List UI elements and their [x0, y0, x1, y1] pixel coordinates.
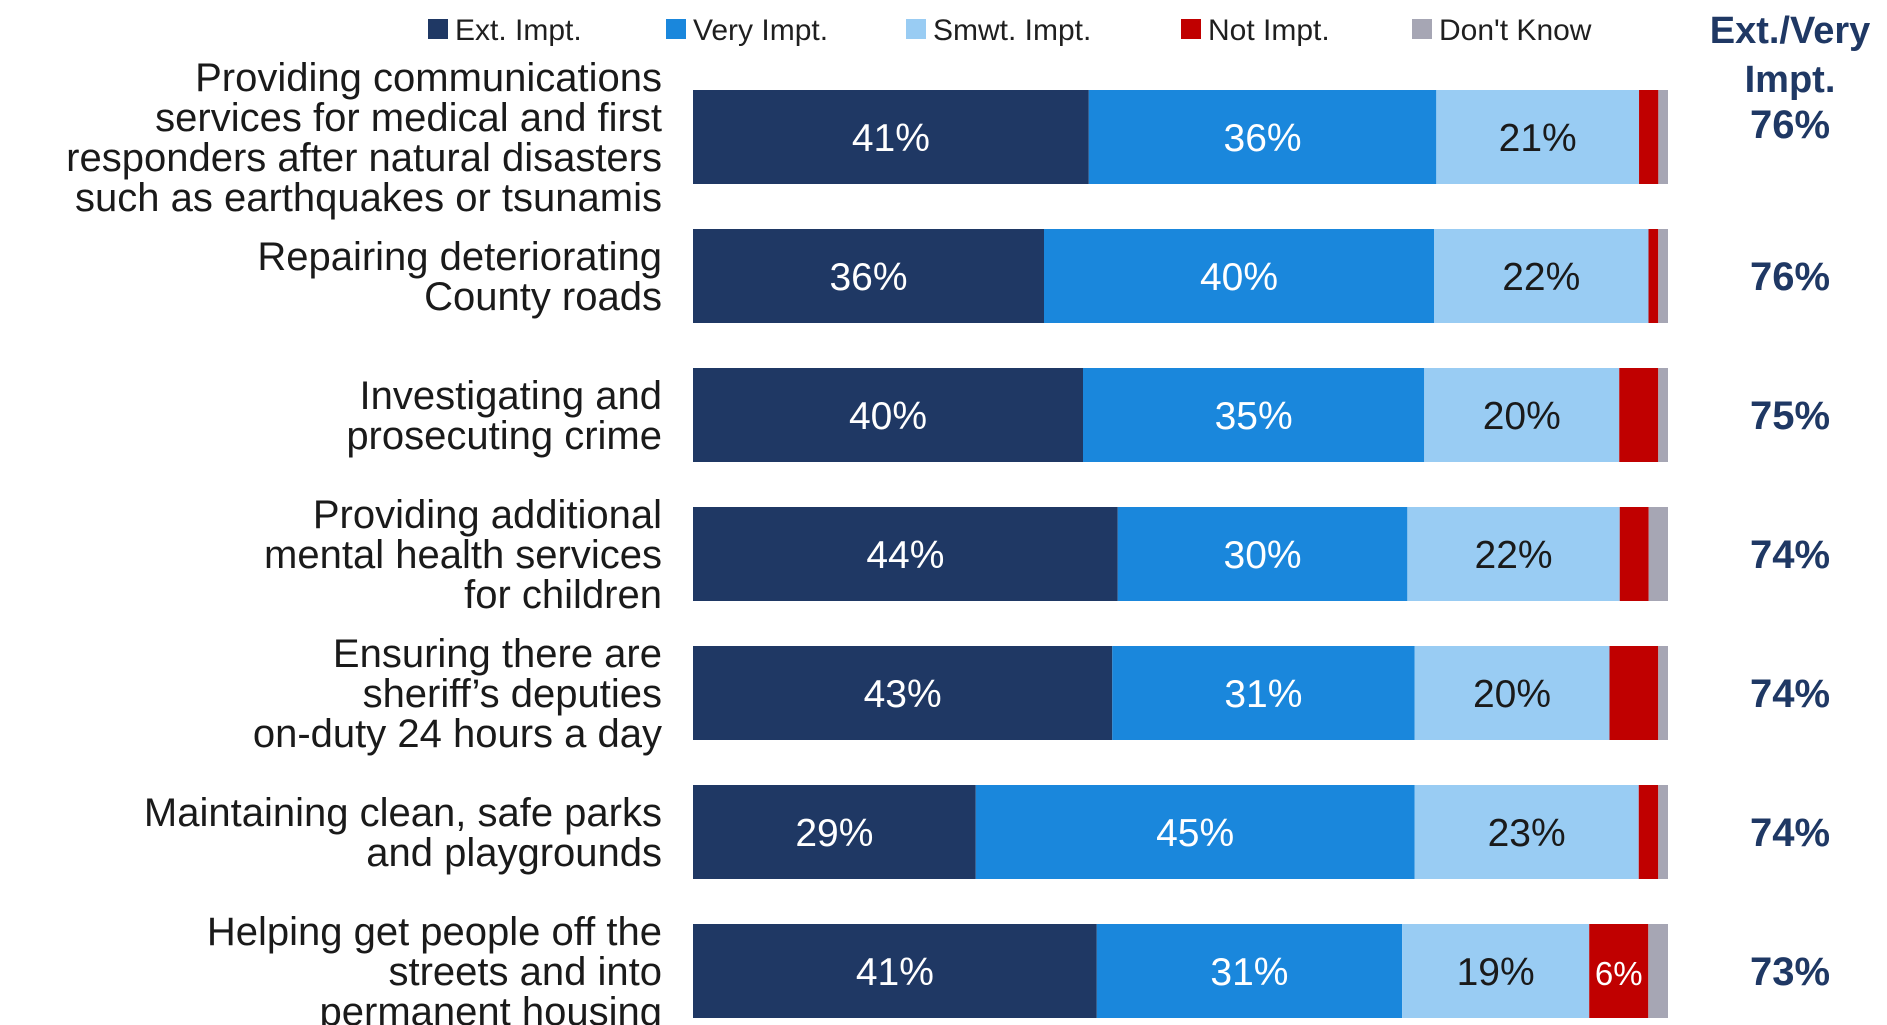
summary-value: 76%: [1750, 255, 1830, 299]
bar-segment: [1083, 368, 1425, 462]
data-label: 6%: [1595, 955, 1643, 992]
bar-segment: [693, 924, 1097, 1018]
data-label: 36%: [829, 256, 907, 299]
bar-segment: [1414, 785, 1639, 879]
data-label: 45%: [1156, 812, 1234, 855]
bar-segment: [1658, 646, 1668, 740]
data-label: 31%: [1224, 673, 1302, 716]
bar-segment: [693, 646, 1113, 740]
data-label: 20%: [1483, 395, 1561, 438]
data-label: 40%: [849, 395, 927, 438]
summary-value: 75%: [1750, 394, 1830, 438]
bar-segment: [1648, 507, 1668, 601]
bar-segment: [1639, 90, 1659, 184]
bar-segment: [1117, 507, 1408, 601]
data-label: 36%: [1224, 117, 1302, 160]
bar-segment: [1402, 924, 1590, 1018]
summary-value: 74%: [1750, 672, 1830, 716]
bar-segment: [693, 368, 1083, 462]
bar-segment: [1407, 507, 1620, 601]
bar-segment: [1088, 90, 1437, 184]
bar-segment: [1658, 785, 1668, 879]
data-label: 19%: [1457, 951, 1535, 994]
summary-value: 73%: [1750, 950, 1830, 994]
legend-swatch: [666, 19, 686, 39]
data-label: 31%: [1210, 951, 1288, 994]
data-label: 20%: [1473, 673, 1551, 716]
data-label: 43%: [864, 673, 942, 716]
summary-header: Ext./Very Impt.: [1710, 10, 1871, 101]
category-label: Ensuring there are sheriff’s deputies on-d…: [253, 632, 662, 756]
bar-segment: [1619, 368, 1659, 462]
legend: Ext. Impt. Very Impt. Smwt. Impt. Not Impt.…: [428, 14, 1592, 47]
bar-segment: [1648, 924, 1668, 1018]
data-label: 23%: [1488, 812, 1566, 855]
category-labels: Providing communications services for med…: [66, 56, 662, 1025]
bar-segment: [693, 90, 1089, 184]
legend-swatch: [1181, 19, 1201, 39]
bar-segment: [1589, 924, 1649, 1018]
category-label: Providing communications services for med…: [66, 56, 662, 220]
bar-segment: [975, 785, 1415, 879]
data-label: 35%: [1215, 395, 1293, 438]
bar-segment: [1658, 368, 1668, 462]
legend-label: Smwt. Impt.: [933, 14, 1091, 47]
bar-segment: [1096, 924, 1403, 1018]
category-label: Providing additional mental health servic…: [264, 493, 662, 617]
category-label: Investigating and prosecuting crime: [346, 374, 662, 458]
data-label: 22%: [1475, 534, 1553, 577]
bar-segment: [1619, 507, 1649, 601]
bar-segment: [1436, 90, 1640, 184]
bar-segment: [1658, 229, 1668, 323]
data-label: 44%: [866, 534, 944, 577]
bar-segment: [1609, 646, 1659, 740]
bar-segment: [693, 785, 976, 879]
legend-swatch: [428, 19, 448, 39]
summary-column: Ext./Very Impt.76%76%75%74%74%74%73%: [1710, 10, 1871, 994]
bar-segment: [1434, 229, 1649, 323]
category-label: Helping get people off the streets and in…: [207, 910, 662, 1025]
bar-segment: [1424, 368, 1620, 462]
data-label: 21%: [1499, 117, 1577, 160]
bar-segment: [1414, 646, 1610, 740]
legend-swatch: [1412, 19, 1432, 39]
bar-segment: [1648, 229, 1659, 323]
bar-segment: [693, 229, 1044, 323]
bar-segment: [1638, 785, 1659, 879]
data-label: 41%: [852, 117, 930, 160]
summary-value: 74%: [1750, 811, 1830, 855]
legend-label: Very Impt.: [693, 14, 828, 47]
category-label: Maintaining clean, safe parks and playgro…: [144, 791, 662, 875]
legend-label: Don't Know: [1439, 14, 1592, 47]
legend-label: Not Impt.: [1208, 14, 1330, 47]
data-label: 30%: [1224, 534, 1302, 577]
bars: 41% 36% 21% 36% 40% 22% 40% 35% 20% 44% 30% 22% 43% 3…: [693, 90, 1668, 1018]
legend-swatch: [906, 19, 926, 39]
legend-label: Ext. Impt.: [455, 14, 582, 47]
summary-value: 76%: [1750, 103, 1830, 147]
data-label: 29%: [795, 812, 873, 855]
bar-segment: [1658, 90, 1668, 184]
data-label: 41%: [856, 951, 934, 994]
bar-segment: [693, 507, 1118, 601]
category-label: Repairing deteriorating County roads: [257, 235, 662, 319]
data-label: 40%: [1200, 256, 1278, 299]
summary-value: 74%: [1750, 533, 1830, 577]
data-label: 22%: [1502, 256, 1580, 299]
bar-segment: [1044, 229, 1434, 323]
bar-segment: [1112, 646, 1415, 740]
